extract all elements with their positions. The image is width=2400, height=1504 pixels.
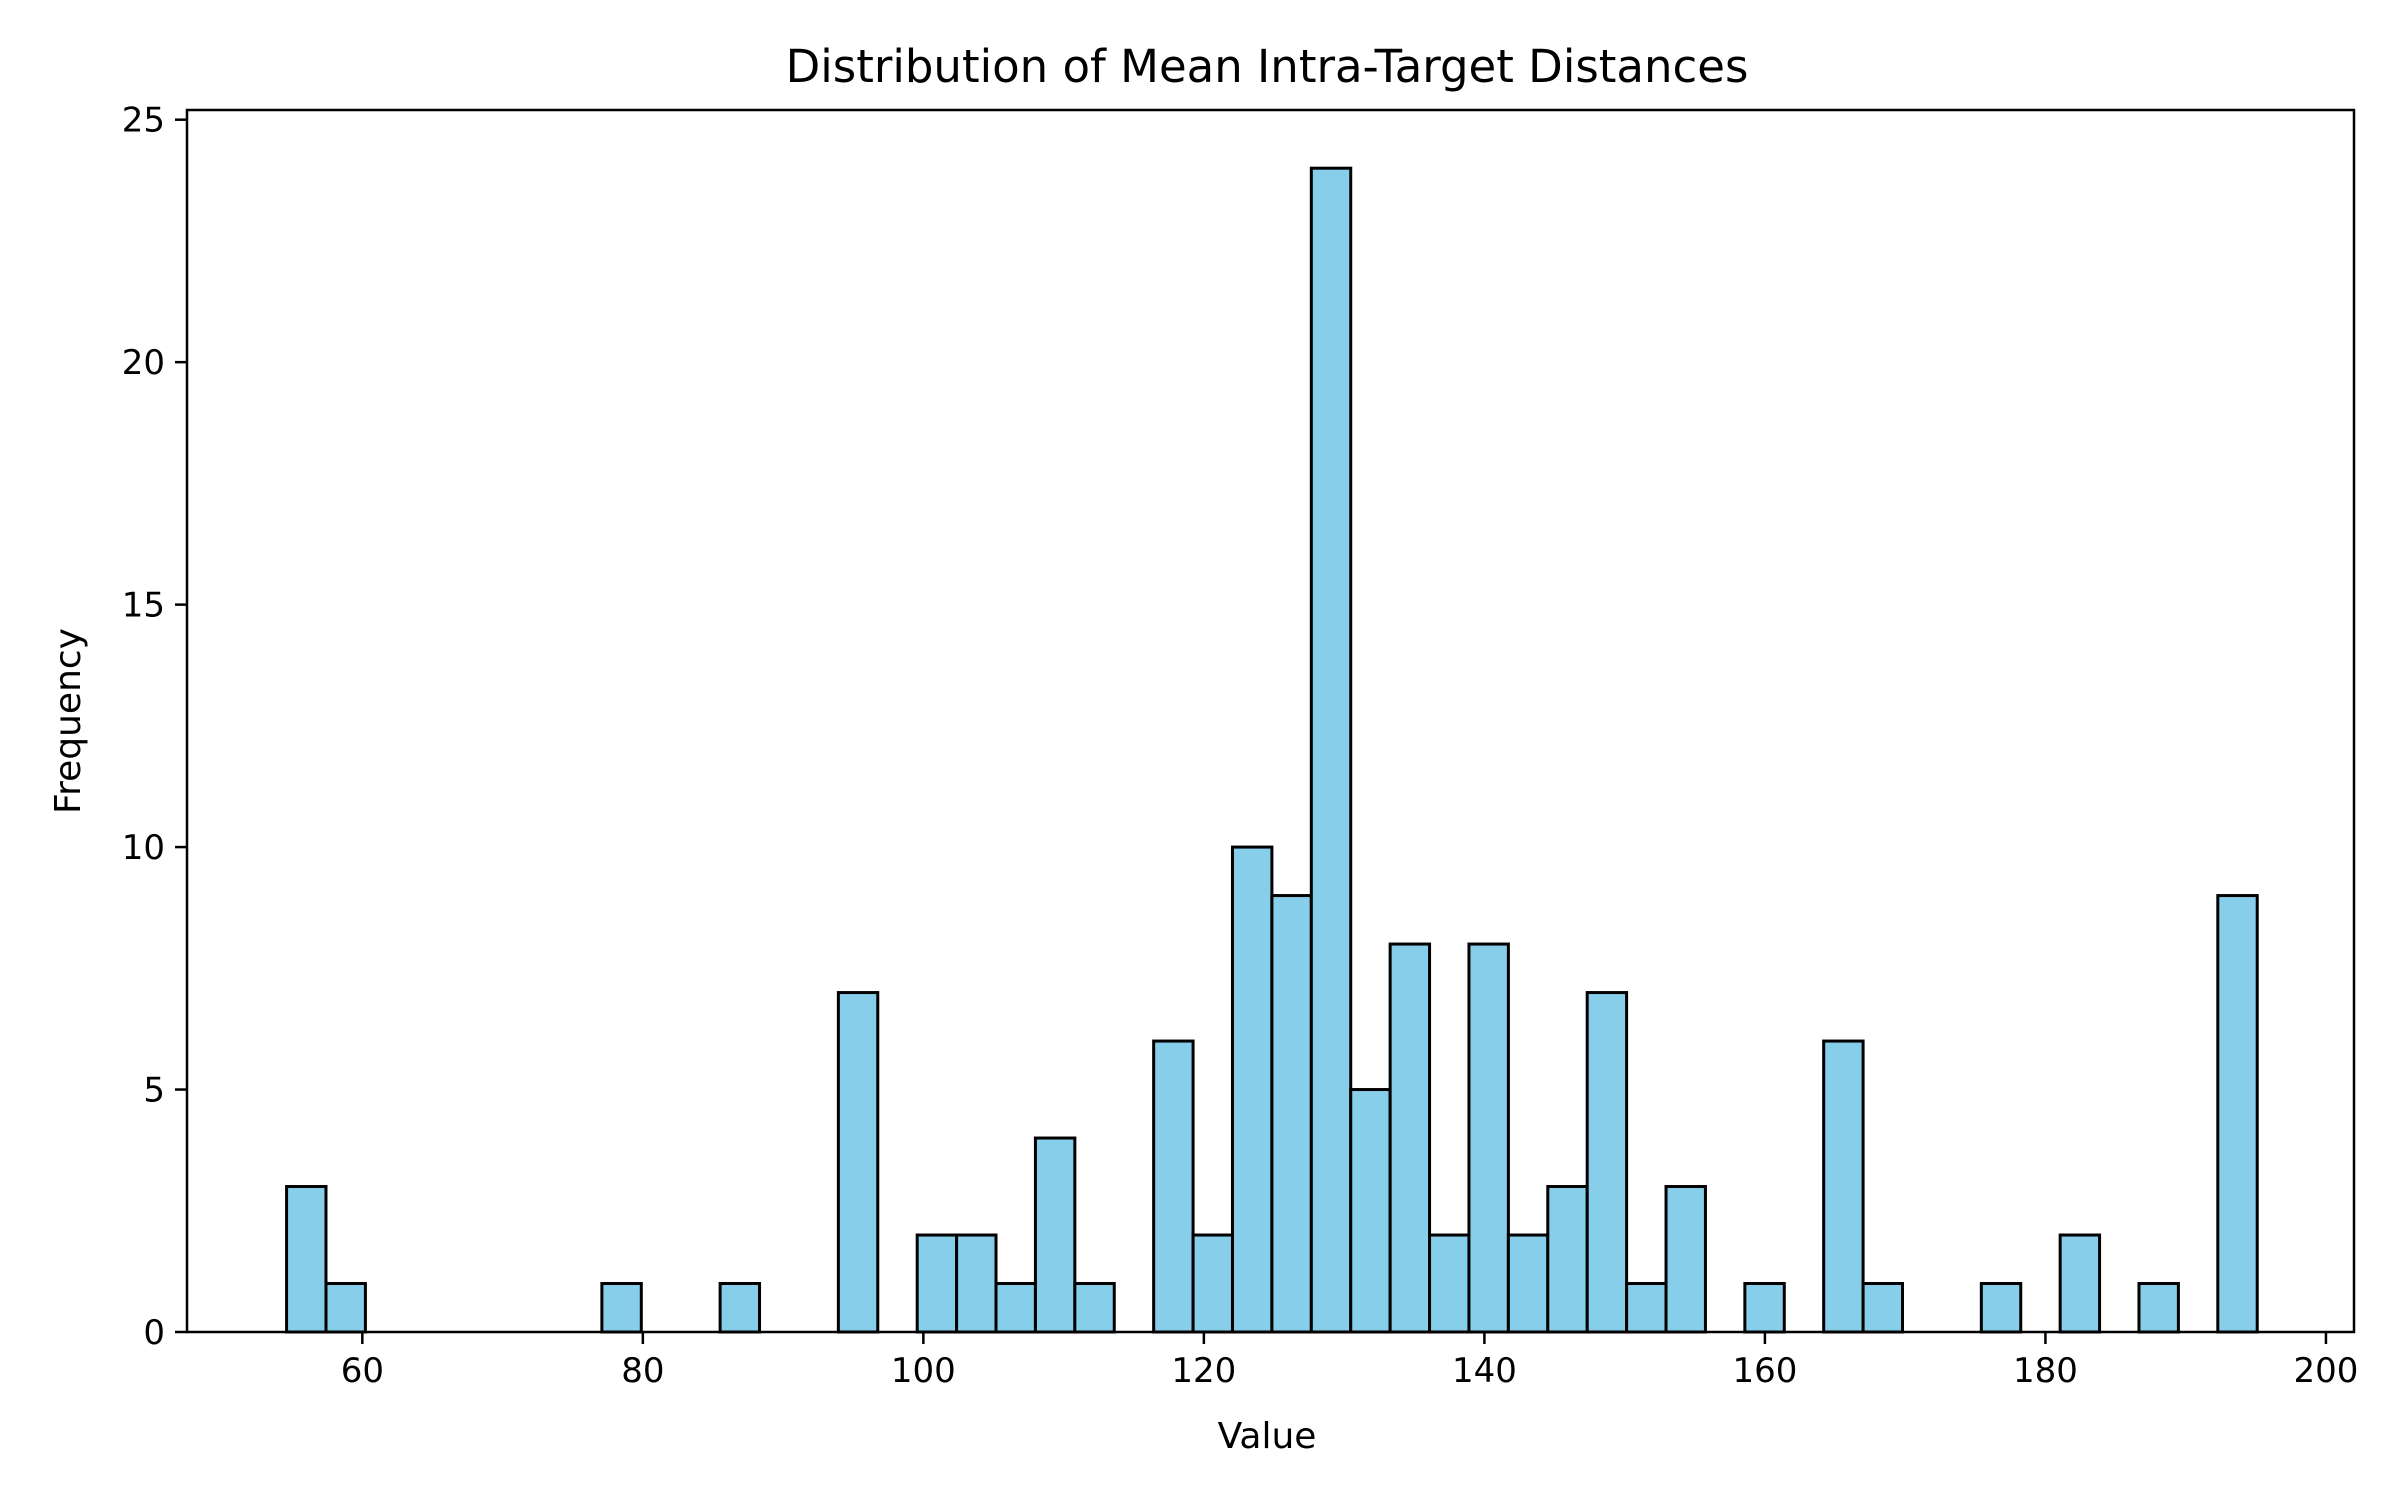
- x-tick-label: 120: [1171, 1351, 1236, 1391]
- chart-title: Distribution of Mean Intra-Target Distan…: [786, 40, 1749, 93]
- histogram-bar: [2137, 1282, 2180, 1334]
- x-tick-label: 160: [1732, 1351, 1797, 1391]
- histogram-bar: [836, 991, 880, 1334]
- x-tick-label: 80: [621, 1351, 664, 1391]
- plot-frame: [185, 108, 2356, 1334]
- histogram-bar: [2058, 1233, 2102, 1334]
- y-axis-label: Frequency: [48, 628, 89, 814]
- axes-layer: 60 80 100 120 140 160 180 200 0 5 10 15 20 25: [122, 101, 2359, 1391]
- histogram-bar: [994, 1282, 1037, 1334]
- y-tick-label: 10: [122, 828, 165, 868]
- x-tick-label: 60: [341, 1351, 384, 1391]
- histogram-bar: [600, 1282, 643, 1334]
- histogram-bar: [1349, 1088, 1392, 1334]
- histogram-bar: [1625, 1282, 1668, 1334]
- histogram-bar: [2216, 894, 2259, 1334]
- x-tick-label: 100: [891, 1351, 956, 1391]
- histogram-bar: [718, 1282, 762, 1334]
- y-tick-label: 15: [122, 586, 165, 626]
- histogram-bar: [1861, 1282, 1904, 1334]
- histogram-bar: [1467, 942, 1510, 1334]
- y-tick-label: 5: [143, 1071, 165, 1111]
- histogram-bar: [1506, 1233, 1550, 1334]
- x-tick-label: 180: [2013, 1351, 2078, 1391]
- histogram-bar: [1546, 1185, 1589, 1334]
- histogram-bar: [1388, 942, 1432, 1334]
- histogram-bar: [1743, 1282, 1786, 1334]
- histogram-bar: [1428, 1233, 1471, 1334]
- histogram-bar: [1073, 1282, 1116, 1334]
- y-tick-label: 25: [122, 101, 165, 141]
- histogram-bar: [1822, 1039, 1865, 1334]
- histogram-bar: [1585, 991, 1629, 1334]
- histogram-bar: [955, 1233, 998, 1334]
- histogram-bar: [1230, 845, 1274, 1334]
- bars-layer: [285, 166, 2259, 1334]
- histogram-bar: [1664, 1185, 1707, 1334]
- histogram-bar: [285, 1185, 328, 1334]
- histogram-bar: [1270, 894, 1313, 1334]
- histogram-bar: [915, 1233, 959, 1334]
- histogram-bar: [1191, 1233, 1234, 1334]
- histogram-bar: [324, 1282, 367, 1334]
- histogram-bar: [1033, 1136, 1077, 1334]
- x-axis-label: Value: [1218, 1416, 1317, 1457]
- x-tick-label: 140: [1452, 1351, 1517, 1391]
- x-tick-label: 200: [2293, 1351, 2358, 1391]
- histogram-bar: [1152, 1039, 1195, 1334]
- histogram-bar: [1309, 166, 1353, 1334]
- histogram-bar: [1979, 1282, 2023, 1334]
- y-tick-label: 20: [122, 343, 165, 383]
- y-tick-label: 0: [143, 1313, 165, 1353]
